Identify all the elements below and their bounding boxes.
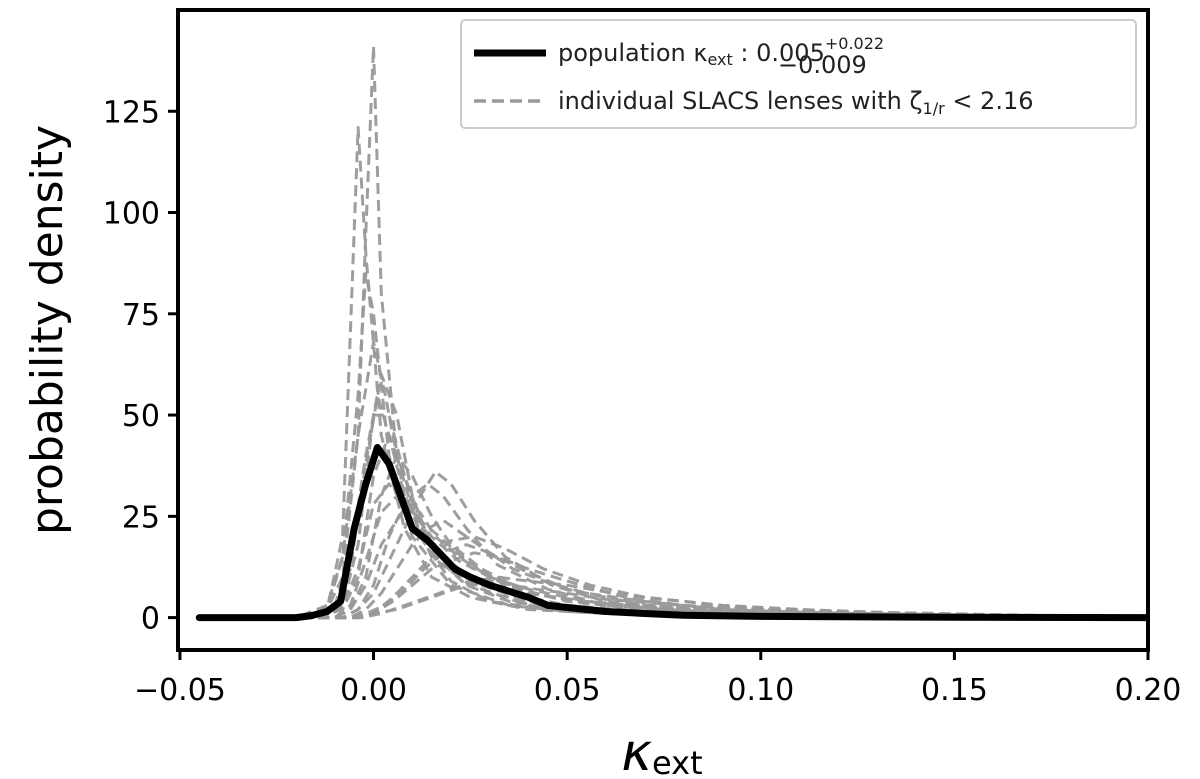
x-tick-label: 0.15 <box>921 673 988 708</box>
legend: population κext : 0.005+0.022 −0.009 ind… <box>460 19 1137 129</box>
legend-individual-label: individual SLACS lenses with ζ1/r < 2.16 <box>558 87 1034 118</box>
individual-lens-line-4 <box>199 340 1148 620</box>
y-tick-label: 125 <box>103 95 160 130</box>
individual-lens-line-20 <box>199 575 1148 620</box>
y-tick-label: 0 <box>141 602 160 637</box>
population-line <box>195 444 1148 622</box>
individual-lens-line-16 <box>199 502 1148 620</box>
individual-lens-line-13 <box>199 454 1148 620</box>
individual-lens-lines <box>199 45 1148 620</box>
y-tick-label: 100 <box>103 197 160 232</box>
individual-lens-line-14 <box>199 494 1148 620</box>
x-tick-label: 0.00 <box>340 673 407 708</box>
y-tick-label: 50 <box>122 399 160 434</box>
x-tick-label: 0.10 <box>727 673 794 708</box>
y-axis: 0 25 50 75 100 125 <box>103 95 178 637</box>
x-axis-title: κext <box>621 723 702 779</box>
y-tick-label: 25 <box>122 500 160 535</box>
y-axis-title: probability density <box>22 125 73 535</box>
y-tick-label: 75 <box>122 298 160 333</box>
individual-lens-line-15 <box>199 543 1148 620</box>
legend-population-sub: −0.009 <box>778 51 867 79</box>
individual-lens-line-11 <box>199 518 1148 620</box>
legend-population-label: population κext : 0.005+0.022 <box>558 34 884 69</box>
x-axis: −0.05 0.00 0.05 0.10 0.15 0.20 <box>134 650 1181 708</box>
individual-lens-line-3 <box>199 271 1148 620</box>
x-tick-label: −0.05 <box>134 673 226 708</box>
legend-box <box>460 19 1137 129</box>
individual-lens-line-5 <box>199 393 1148 620</box>
x-tick-label: 0.05 <box>534 673 601 708</box>
x-tick-label: 0.20 <box>1115 673 1182 708</box>
individual-lens-line-2 <box>199 126 1148 620</box>
plot-frame <box>176 8 1150 652</box>
population-line-group <box>195 444 1148 622</box>
